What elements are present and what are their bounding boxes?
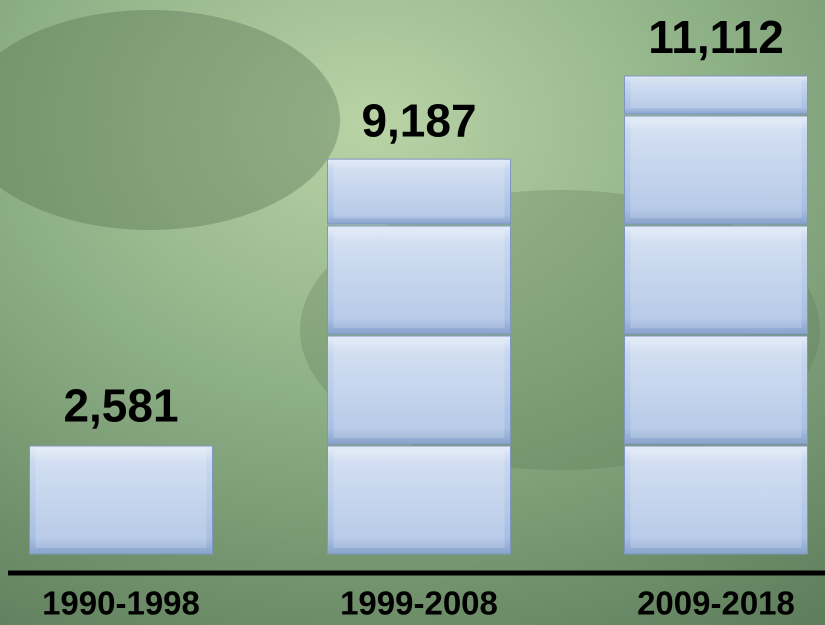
bar-block — [624, 75, 808, 115]
bar-block-highlight — [35, 450, 207, 548]
bar-block-highlight — [630, 450, 802, 548]
bar-block-highlight — [630, 120, 802, 218]
background-shade — [0, 10, 340, 230]
bar — [327, 158, 511, 555]
bar-block — [327, 445, 511, 555]
bar-block — [327, 158, 511, 225]
value-label: 2,581 — [63, 380, 178, 432]
bar-block — [29, 445, 213, 555]
bar-block — [624, 225, 808, 335]
bar-block-highlight — [333, 230, 505, 328]
bar-block-highlight — [333, 450, 505, 548]
bar-block-highlight — [35, 448, 207, 450]
bar-block — [327, 335, 511, 445]
bar — [29, 445, 213, 555]
bar-block — [624, 335, 808, 445]
x-tick-label: 2009-2018 — [637, 585, 795, 622]
bar-block-highlight — [630, 340, 802, 438]
bar-block-highlight — [630, 230, 802, 328]
x-tick-label: 1999-2008 — [340, 585, 498, 622]
bar-block-highlight — [630, 80, 802, 108]
bar — [624, 75, 808, 555]
bar-block — [624, 445, 808, 555]
value-label: 9,187 — [361, 94, 476, 146]
bar-block-highlight — [333, 340, 505, 438]
bar-block — [327, 225, 511, 335]
bar-block-highlight — [333, 163, 505, 218]
x-tick-label: 1990-1998 — [42, 585, 200, 622]
value-label: 11,112 — [648, 11, 784, 63]
bar-block — [624, 115, 808, 225]
